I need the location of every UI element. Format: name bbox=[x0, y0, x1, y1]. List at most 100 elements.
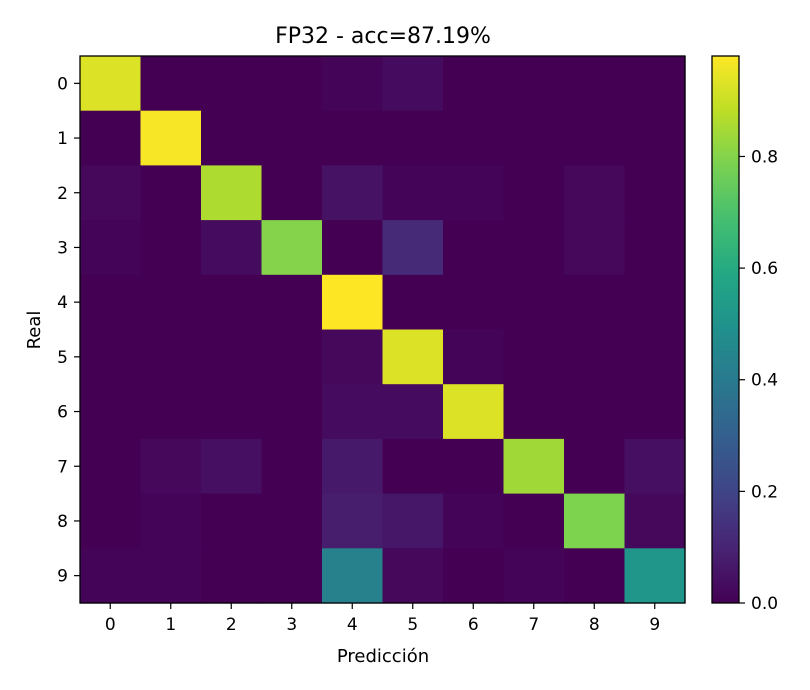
y-tick-label: 1 bbox=[57, 129, 68, 149]
heatmap-cell bbox=[564, 384, 626, 440]
heatmap-cell bbox=[503, 329, 565, 385]
heatmap-cell bbox=[261, 548, 323, 604]
heatmap-cell bbox=[140, 274, 202, 331]
y-tick-label: 5 bbox=[57, 348, 68, 368]
plot-frame bbox=[79, 55, 686, 604]
heatmap-cell bbox=[503, 274, 565, 331]
heatmap-cell bbox=[322, 493, 384, 549]
heatmap-cell bbox=[80, 165, 142, 221]
heatmap-cell bbox=[503, 220, 565, 276]
heatmap-cell bbox=[382, 493, 444, 549]
heatmap-cell bbox=[140, 165, 202, 221]
heatmap-cell bbox=[382, 548, 444, 604]
y-tick-label: 7 bbox=[57, 457, 68, 477]
heatmap-cell bbox=[443, 548, 505, 604]
colorbar-ticks: 0.0 0.2 0.4 0.6 0.8 bbox=[739, 147, 778, 614]
heatmap-cell bbox=[201, 329, 263, 385]
x-tick-label: 3 bbox=[286, 615, 297, 635]
y-tick-label: 2 bbox=[57, 184, 68, 204]
colorbar-tick-label: 0.2 bbox=[751, 482, 778, 502]
x-tick-label: 2 bbox=[226, 615, 237, 635]
heatmap-cell bbox=[201, 384, 263, 440]
heatmap-cell bbox=[322, 438, 384, 495]
heatmap-cell bbox=[382, 438, 444, 495]
heatmap-cell bbox=[624, 438, 686, 495]
heatmap-cell bbox=[322, 274, 384, 331]
x-tick-label: 4 bbox=[347, 615, 358, 635]
heatmap-cell bbox=[382, 384, 444, 440]
heatmap-cell bbox=[503, 493, 565, 549]
heatmap-cell bbox=[443, 165, 505, 221]
heatmap-cell bbox=[261, 493, 323, 549]
colorbar-tick-label: 0.4 bbox=[751, 371, 778, 391]
heatmap-cell bbox=[382, 220, 444, 276]
heatmap-cell bbox=[322, 384, 384, 440]
heatmap-cell bbox=[564, 220, 626, 276]
heatmap-cell bbox=[624, 329, 686, 385]
heatmap-cell bbox=[503, 384, 565, 440]
heatmap-cell bbox=[503, 548, 565, 604]
heatmap-cell bbox=[201, 165, 263, 221]
heatmap-cell bbox=[443, 384, 505, 440]
heatmap-cell bbox=[322, 548, 384, 604]
heatmap-cell bbox=[261, 165, 323, 221]
heatmap-cell bbox=[503, 110, 565, 166]
x-axis-label: Predicción bbox=[337, 646, 429, 667]
heatmap-cell bbox=[140, 384, 202, 440]
heatmap-cell bbox=[140, 220, 202, 276]
heatmap-cell bbox=[140, 329, 202, 385]
heatmap-cell bbox=[261, 274, 323, 331]
heatmap-cell bbox=[564, 56, 626, 112]
heatmap-cell bbox=[80, 493, 142, 549]
x-tick-label: 0 bbox=[105, 615, 116, 635]
heatmap-cell bbox=[261, 438, 323, 495]
heatmap-cell bbox=[322, 220, 384, 276]
heatmap-cell bbox=[564, 165, 626, 221]
heatmap-cell bbox=[564, 274, 626, 331]
heatmap-cell bbox=[624, 110, 686, 166]
heatmap-cell bbox=[624, 384, 686, 440]
heatmap-cell bbox=[443, 274, 505, 331]
heatmap-cell bbox=[624, 56, 686, 112]
heatmap-cell bbox=[322, 329, 384, 385]
heatmap-cell bbox=[261, 220, 323, 276]
heatmap-cell bbox=[140, 438, 202, 495]
colorbar-tick-label: 0.6 bbox=[751, 259, 778, 279]
heatmap-cell bbox=[564, 548, 626, 604]
y-tick-label: 6 bbox=[57, 403, 68, 423]
heatmap-cell bbox=[201, 493, 263, 549]
x-tick-label: 6 bbox=[468, 615, 479, 635]
heatmap-cell bbox=[382, 165, 444, 221]
heatmap-cell bbox=[564, 329, 626, 385]
chart-title: FP32 - acc=87.19% bbox=[275, 24, 491, 49]
heatmap-cell bbox=[80, 110, 142, 166]
heatmap-cell bbox=[382, 56, 444, 112]
heatmap-cell bbox=[624, 548, 686, 604]
heatmap-cell bbox=[201, 220, 263, 276]
heatmap-cell bbox=[382, 329, 444, 385]
heatmap-cell bbox=[261, 56, 323, 112]
heatmap-cell bbox=[80, 438, 142, 495]
heatmap-cell bbox=[624, 493, 686, 549]
heatmap-cell bbox=[443, 329, 505, 385]
heatmap-cell bbox=[503, 438, 565, 495]
heatmap-cell bbox=[261, 329, 323, 385]
heatmap-cell bbox=[443, 493, 505, 549]
heatmap-cell bbox=[624, 165, 686, 221]
y-tick-label: 9 bbox=[57, 567, 68, 587]
heatmap-cell bbox=[382, 274, 444, 331]
heatmap-cell bbox=[140, 110, 202, 166]
y-tick-label: 4 bbox=[57, 293, 68, 313]
x-tick-label: 7 bbox=[528, 615, 539, 635]
heatmap-cell bbox=[624, 220, 686, 276]
heatmap-cell bbox=[382, 110, 444, 166]
y-tick-label: 3 bbox=[57, 238, 68, 258]
heatmap-cell bbox=[80, 329, 142, 385]
y-axis-label: Real bbox=[24, 311, 45, 350]
heatmap-cell bbox=[201, 110, 263, 166]
heatmap-cell bbox=[201, 274, 263, 331]
heatmap-cell bbox=[322, 165, 384, 221]
heatmap-cell bbox=[443, 56, 505, 112]
heatmap-cell bbox=[140, 56, 202, 112]
